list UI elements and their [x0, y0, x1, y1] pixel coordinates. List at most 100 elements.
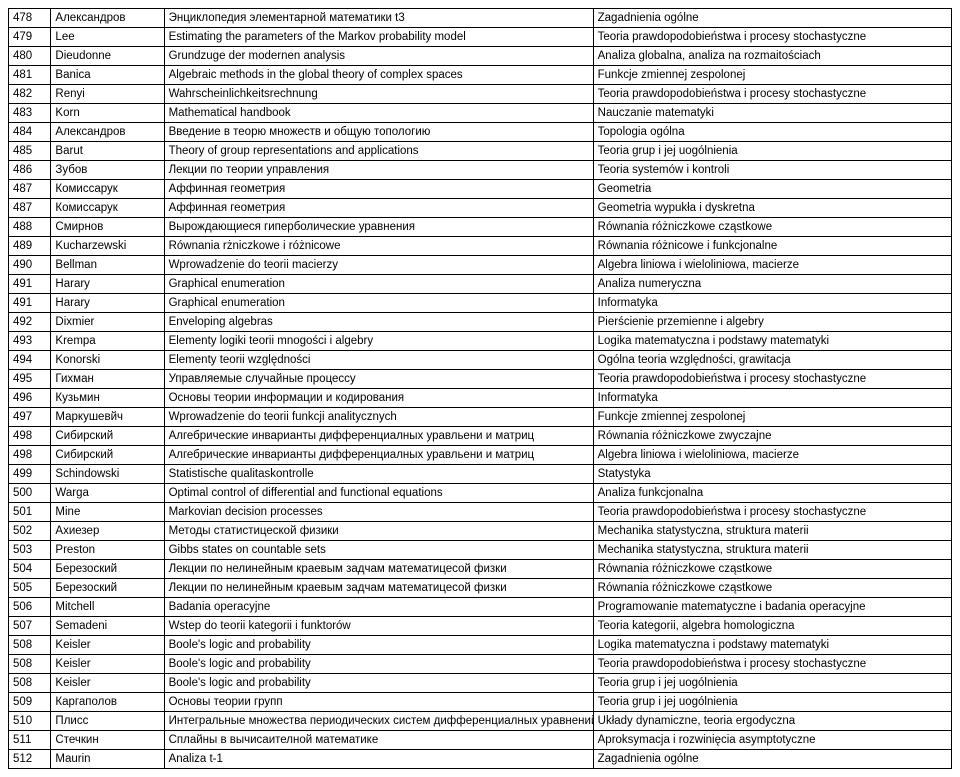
- col-category: Algebra liniowa i wieloliniowa, macierze: [593, 446, 951, 465]
- col-title: Интегральные множества периодических сис…: [164, 712, 593, 731]
- table-row: 484АлександровВведение в теорю множеств …: [9, 123, 952, 142]
- col-title: Markovian decision processes: [164, 503, 593, 522]
- col-author: Dixmier: [51, 313, 164, 332]
- table-row: 506MitchellBadania operacyjneProgramowan…: [9, 598, 952, 617]
- table-row: 498СибирскийАлгебрические инварианты диф…: [9, 446, 952, 465]
- table-row: 498СибирскийАлгебрические инварианты диф…: [9, 427, 952, 446]
- col-author: Warga: [51, 484, 164, 503]
- col-category: Logika matematyczna i podstawy matematyk…: [593, 332, 951, 351]
- col-author: Александров: [51, 123, 164, 142]
- col-author: Konorski: [51, 351, 164, 370]
- table-row: 507SemadeniWstep do teorii kategorii i f…: [9, 617, 952, 636]
- col-author: Krempa: [51, 332, 164, 351]
- table-row: 510ПлиссИнтегральные множества периодиче…: [9, 712, 952, 731]
- table-row: 494KonorskiElementy teorii względnościOg…: [9, 351, 952, 370]
- col-title: Enveloping algebras: [164, 313, 593, 332]
- col-id: 501: [9, 503, 51, 522]
- col-category: Teoria kategorii, algebra homologiczna: [593, 617, 951, 636]
- col-id: 494: [9, 351, 51, 370]
- col-title: Równania rżniczkowe i różnicowe: [164, 237, 593, 256]
- col-title: Graphical enumeration: [164, 294, 593, 313]
- col-category: Teoria prawdopodobieństwa i procesy stoc…: [593, 503, 951, 522]
- table-row: 483KornMathematical handbookNauczanie ma…: [9, 104, 952, 123]
- col-category: Funkcje zmiennej zespolonej: [593, 66, 951, 85]
- col-id: 507: [9, 617, 51, 636]
- col-category: Zagadnienia ogólne: [593, 750, 951, 769]
- col-category: Równania różniczkowe cząstkowe: [593, 218, 951, 237]
- col-title: Boole's logic and probability: [164, 674, 593, 693]
- col-id: 508: [9, 655, 51, 674]
- col-category: Analiza numeryczna: [593, 275, 951, 294]
- col-id: 493: [9, 332, 51, 351]
- col-id: 479: [9, 28, 51, 47]
- col-title: Алгебрические инварианты дифференциалных…: [164, 446, 593, 465]
- col-id: 484: [9, 123, 51, 142]
- col-id: 487: [9, 199, 51, 218]
- col-id: 508: [9, 636, 51, 655]
- col-category: Teoria systemów i kontroli: [593, 161, 951, 180]
- col-title: Основы теории информации и кодирования: [164, 389, 593, 408]
- col-id: 512: [9, 750, 51, 769]
- col-id: 511: [9, 731, 51, 750]
- col-id: 491: [9, 275, 51, 294]
- table-row: 482RenyiWahrscheinlichkeitsrechnungTeori…: [9, 85, 952, 104]
- col-category: Statystyka: [593, 465, 951, 484]
- col-category: Mechanika statystyczna, struktura materi…: [593, 541, 951, 560]
- col-category: Równania różniczkowe cząstkowe: [593, 579, 951, 598]
- col-author: Harary: [51, 294, 164, 313]
- col-id: 486: [9, 161, 51, 180]
- col-category: Funkcje zmiennej zespolonej: [593, 408, 951, 427]
- col-category: Teoria grup i jej uogólnienia: [593, 674, 951, 693]
- col-category: Pierścienie przemienne i algebry: [593, 313, 951, 332]
- col-category: Topologia ogólna: [593, 123, 951, 142]
- col-author: Mitchell: [51, 598, 164, 617]
- col-title: Лекции по теории управления: [164, 161, 593, 180]
- col-author: Кузьмин: [51, 389, 164, 408]
- col-author: Bellman: [51, 256, 164, 275]
- col-author: Maurin: [51, 750, 164, 769]
- col-author: Lee: [51, 28, 164, 47]
- col-id: 499: [9, 465, 51, 484]
- col-author: Маркушевйч: [51, 408, 164, 427]
- col-author: Плисс: [51, 712, 164, 731]
- col-id: 482: [9, 85, 51, 104]
- col-title: Введение в теорю множеств и общую тополо…: [164, 123, 593, 142]
- table-row: 487КомиссарукАффинная геометрияGeometria…: [9, 199, 952, 218]
- col-title: Boole's logic and probability: [164, 655, 593, 674]
- table-row: 481BanicaAlgebraic methods in the global…: [9, 66, 952, 85]
- col-title: Wahrscheinlichkeitsrechnung: [164, 85, 593, 104]
- col-category: Teoria grup i jej uogólnienia: [593, 142, 951, 161]
- col-title: Энциклопедия элементарной математики t3: [164, 9, 593, 28]
- table-row: 497МаркушевйчWprowadzenie do teorii funk…: [9, 408, 952, 427]
- col-title: Statistische qualitaskontrolle: [164, 465, 593, 484]
- col-author: Mine: [51, 503, 164, 522]
- col-title: Методы статистицеской физики: [164, 522, 593, 541]
- col-title: Wprowadzenie do teorii funkcji analitycz…: [164, 408, 593, 427]
- table-row: 485BarutTheory of group representations …: [9, 142, 952, 161]
- col-title: Wstep do teorii kategorii i funktorów: [164, 617, 593, 636]
- col-title: Boole's logic and probability: [164, 636, 593, 655]
- col-category: Zagadnienia ogólne: [593, 9, 951, 28]
- table-row: 505БерезоскийЛекции по нелинейным краевы…: [9, 579, 952, 598]
- col-author: Banica: [51, 66, 164, 85]
- col-category: Teoria prawdopodobieństwa i procesy stoc…: [593, 28, 951, 47]
- col-author: Гихман: [51, 370, 164, 389]
- col-id: 488: [9, 218, 51, 237]
- col-category: Geometria wypukła i dyskretna: [593, 199, 951, 218]
- col-category: Równania różniczkowe zwyczajne: [593, 427, 951, 446]
- table-row: 499SchindowskiStatistische qualitaskontr…: [9, 465, 952, 484]
- table-row: 479LeeEstimating the parameters of the M…: [9, 28, 952, 47]
- col-id: 497: [9, 408, 51, 427]
- col-id: 509: [9, 693, 51, 712]
- col-title: Управляемые случайные процессу: [164, 370, 593, 389]
- col-author: Сибирский: [51, 427, 164, 446]
- table-row: 495ГихманУправляемые случайные процессуT…: [9, 370, 952, 389]
- table-row: 503PrestonGibbs states on countable sets…: [9, 541, 952, 560]
- col-category: Układy dynamiczne, teoria ergodyczna: [593, 712, 951, 731]
- col-id: 483: [9, 104, 51, 123]
- col-category: Mechanika statystyczna, struktura materi…: [593, 522, 951, 541]
- col-id: 502: [9, 522, 51, 541]
- table-row: 504БерезоскийЛекции по нелинейным краевы…: [9, 560, 952, 579]
- col-title: Analiza t-1: [164, 750, 593, 769]
- col-category: Równania różnicowe i funkcjonalne: [593, 237, 951, 256]
